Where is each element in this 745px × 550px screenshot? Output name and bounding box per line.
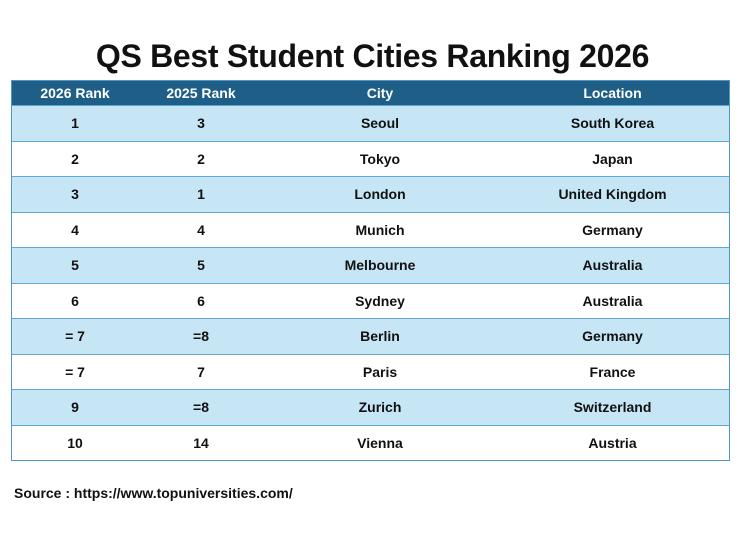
cell-2025-rank: 7 (197, 363, 205, 380)
cell-location: Germany (582, 221, 643, 238)
cell-2025-rank: =8 (193, 328, 209, 345)
column-header-city: City (366, 85, 394, 101)
cell-2025-rank: 14 (193, 434, 209, 451)
column-header-location: Location (583, 85, 642, 101)
cell-location: Australia (582, 257, 643, 274)
ranking-table: 2026 Rank 2025 Rank City Location 1 3 Se… (11, 80, 730, 461)
cell-location: Austria (588, 434, 637, 451)
cell-2025-rank: 1 (197, 186, 205, 203)
column-header-2026-rank: 2026 Rank (40, 85, 110, 101)
table-row: 2 2 Tokyo Japan (12, 140, 729, 176)
table-row: 3 1 London United Kingdom (12, 176, 729, 212)
cell-2026-rank: 5 (71, 257, 79, 274)
cell-2026-rank: 6 (71, 292, 79, 309)
table-row: 4 4 Munich Germany (12, 211, 729, 247)
column-header-2025-rank: 2025 Rank (166, 85, 236, 101)
cell-2026-rank: = 7 (65, 363, 85, 380)
cell-city: Seoul (360, 115, 400, 132)
cell-location: Japan (592, 150, 633, 167)
cell-2026-rank: 1 (71, 115, 79, 132)
cell-2025-rank: 2 (197, 150, 205, 167)
cell-city: Zurich (358, 399, 402, 416)
table-title: QS Best Student Cities Ranking 2026 (95, 38, 650, 74)
cell-city: Sydney (355, 292, 405, 309)
table-row: 1 3 Seoul South Korea (12, 105, 729, 141)
cell-location: United Kingdom (558, 186, 667, 203)
table-row: 5 5 Melbourne Australia (12, 247, 729, 283)
cell-2025-rank: 4 (197, 221, 205, 238)
cell-city: Paris (362, 363, 398, 380)
cell-location: South Korea (570, 115, 655, 132)
table-row: 10 14 Vienna Austria (12, 424, 729, 460)
cell-2026-rank: 2 (71, 150, 79, 167)
source-note: Source : https://www.topuniversities.com… (14, 485, 293, 501)
cell-city: London (354, 186, 406, 203)
cell-2026-rank: 4 (71, 221, 79, 238)
cell-city: Vienna (357, 434, 403, 451)
cell-2025-rank: =8 (193, 399, 209, 416)
cell-2026-rank: 9 (71, 399, 79, 416)
cell-location: Australia (582, 292, 643, 309)
table-row: 9 =8 Zurich Switzerland (12, 389, 729, 425)
cell-2026-rank: 3 (71, 186, 79, 203)
cell-2026-rank: = 7 (65, 328, 85, 345)
cell-location: Switzerland (573, 399, 652, 416)
cell-2025-rank: 3 (197, 115, 205, 132)
cell-city: Melbourne (344, 257, 416, 274)
cell-location: Germany (582, 328, 643, 345)
table-row: = 7 =8 Berlin Germany (12, 318, 729, 354)
cell-city: Munich (355, 221, 405, 238)
cell-location: France (589, 363, 636, 380)
cell-2026-rank: 10 (67, 434, 83, 451)
table-row: = 7 7 Paris France (12, 353, 729, 389)
cell-city: Tokyo (359, 150, 401, 167)
cell-2025-rank: 5 (197, 257, 205, 274)
cell-city: Berlin (360, 328, 400, 345)
table-header-row: 2026 Rank 2025 Rank City Location (12, 81, 729, 105)
table-row: 6 6 Sydney Australia (12, 282, 729, 318)
cell-2025-rank: 6 (197, 292, 205, 309)
